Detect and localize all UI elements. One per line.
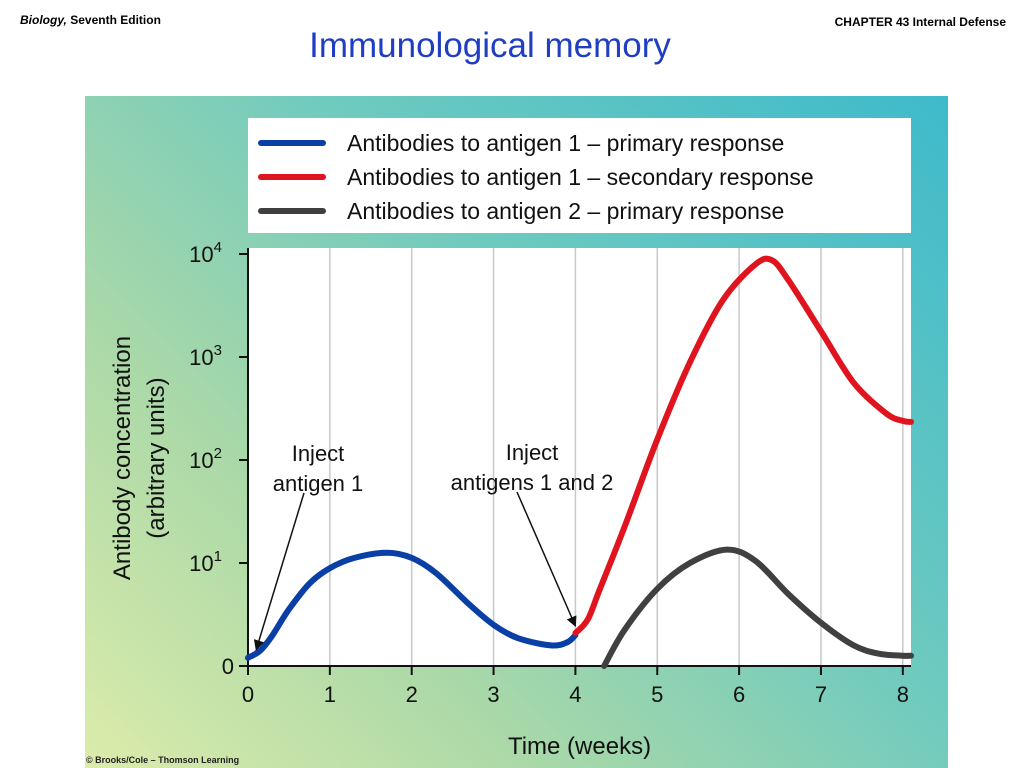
y-tick-label: 0 <box>222 654 234 679</box>
book-title-header: Biology, Seventh Edition <box>20 13 161 27</box>
annotation-text: Inject <box>506 440 559 465</box>
annotation-text: antigens 1 and 2 <box>451 470 614 495</box>
annotation-arrow <box>253 492 305 651</box>
plot-area <box>248 248 911 666</box>
antibody-chart: Antibodies to antigen 1 – primary respon… <box>109 118 914 760</box>
x-tick-label: 0 <box>242 682 254 707</box>
series-line <box>601 546 914 669</box>
x-tick-label: 7 <box>815 682 827 707</box>
x-tick-label: 3 <box>487 682 499 707</box>
grid-lines <box>329 248 904 666</box>
x-tick-label: 2 <box>406 682 418 707</box>
y-tick-label: 102 <box>189 445 222 473</box>
x-tick-label: 6 <box>733 682 745 707</box>
x-tick-label: 8 <box>897 682 909 707</box>
legend-label: Antibodies to antigen 1 – secondary resp… <box>347 164 814 190</box>
chapter-header: CHAPTER 43 Internal Defense <box>834 15 1006 29</box>
data-series <box>245 255 914 669</box>
y-axis-title: Antibody concentration <box>109 336 136 580</box>
legend-box <box>248 118 911 233</box>
axes: 0 1 2 3 4 5 6 7 8 0 101 102 103 104 Time (weeks) Antibo… <box>109 239 911 760</box>
legend-label: Antibodies to antigen 2 – primary respon… <box>347 198 784 224</box>
y-axis-title: (arbitrary units) <box>143 377 170 538</box>
slide-title: Immunological memory <box>309 26 671 65</box>
x-tick-label: 1 <box>324 682 336 707</box>
y-tick-label: 101 <box>189 548 222 576</box>
legend: Antibodies to antigen 1 – primary respon… <box>258 130 814 224</box>
annotation-text: antigen 1 <box>273 471 364 496</box>
credit-text: © Brooks/Cole – Thomson Learning <box>86 755 240 765</box>
x-axis-title: Time (weeks) <box>508 733 651 760</box>
x-tick-label: 5 <box>651 682 663 707</box>
annotations: Inject antigen 1 Inject antigens 1 and 2 <box>253 440 614 651</box>
y-tick-label: 103 <box>189 342 222 370</box>
legend-label: Antibodies to antigen 1 – primary respon… <box>347 130 784 156</box>
book-edition: Seventh Edition <box>66 13 161 27</box>
series-line <box>245 549 579 661</box>
x-tick-label: 4 <box>569 682 581 707</box>
figure-panel: Antibodies to antigen 1 – primary respon… <box>85 96 948 768</box>
annotation-text: Inject <box>292 441 345 466</box>
annotation-arrow <box>516 491 577 627</box>
book-title: Biology, <box>20 13 67 27</box>
y-tick-label: 104 <box>189 239 222 267</box>
series-line <box>572 255 914 636</box>
